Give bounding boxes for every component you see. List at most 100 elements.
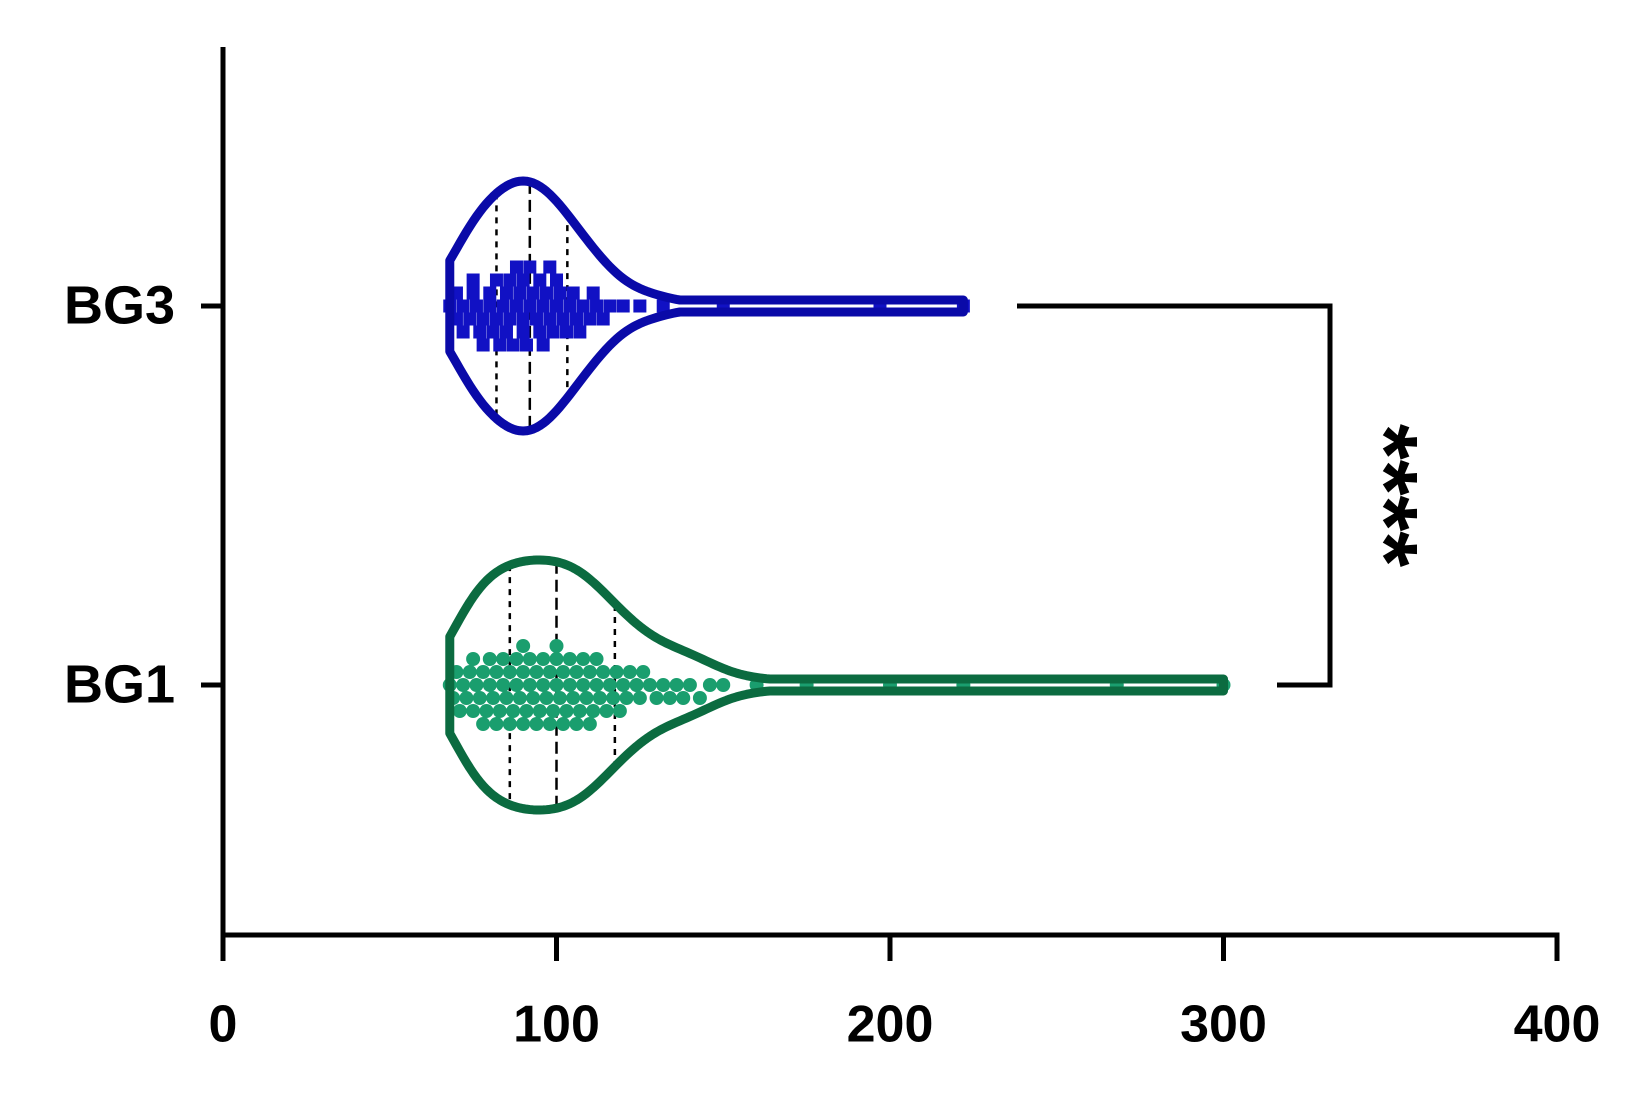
data-point	[516, 312, 530, 326]
data-point	[466, 273, 480, 287]
data-point	[656, 678, 671, 692]
data-point	[489, 312, 503, 326]
data-point	[692, 691, 707, 705]
data-point	[496, 299, 510, 313]
data-point	[590, 299, 604, 313]
data-point	[539, 286, 553, 300]
data-point	[576, 299, 590, 313]
data-point	[523, 260, 537, 274]
data-point	[466, 652, 481, 666]
data-point	[529, 312, 543, 326]
data-point	[476, 665, 491, 679]
data-point	[522, 652, 537, 666]
data-point	[533, 325, 547, 339]
data-point	[542, 665, 557, 679]
data-point	[586, 704, 601, 718]
data-point	[509, 299, 523, 313]
data-point	[492, 704, 507, 718]
data-point	[606, 691, 621, 705]
data-point	[509, 678, 524, 692]
data-point	[533, 273, 547, 287]
data-point	[536, 652, 551, 666]
data-point	[516, 639, 531, 653]
data-point	[482, 652, 497, 666]
y-tick-label: BG3	[64, 275, 175, 335]
data-point	[496, 652, 511, 666]
data-point	[589, 678, 604, 692]
data-point	[536, 299, 550, 313]
data-point	[596, 665, 611, 679]
data-point	[489, 717, 504, 731]
data-point	[466, 704, 481, 718]
data-point	[516, 273, 530, 287]
data-point	[716, 678, 731, 692]
x-tick-label: 200	[847, 996, 934, 1054]
data-point	[506, 338, 520, 352]
data-point	[572, 704, 587, 718]
data-point	[632, 691, 647, 705]
data-point	[529, 665, 544, 679]
data-point	[483, 286, 497, 300]
data-point	[556, 717, 571, 731]
data-point	[612, 704, 627, 718]
data-point	[552, 691, 567, 705]
data-point	[550, 299, 563, 313]
data-point	[486, 691, 501, 705]
data-point	[536, 338, 550, 352]
data-point	[522, 678, 537, 692]
data-point	[559, 704, 574, 718]
data-point	[463, 312, 477, 326]
data-point	[616, 299, 630, 313]
data-point	[562, 678, 577, 692]
data-point	[543, 260, 557, 274]
data-point	[516, 325, 530, 339]
x-tick-label: 300	[1180, 996, 1267, 1054]
data-point	[519, 704, 534, 718]
violin-outline	[445, 555, 1228, 815]
data-point	[523, 299, 537, 313]
data-point	[556, 665, 571, 679]
data-point	[662, 691, 677, 705]
data-point	[586, 286, 600, 300]
data-point	[516, 717, 531, 731]
x-tick-label: 0	[209, 996, 238, 1054]
data-point	[546, 704, 561, 718]
x-tick-label: 100	[513, 996, 600, 1054]
data-point	[649, 691, 664, 705]
data-point	[633, 299, 647, 313]
data-point	[656, 299, 670, 313]
data-point	[603, 299, 617, 313]
data-point	[576, 652, 591, 666]
data-point	[532, 704, 547, 718]
data-point	[599, 704, 614, 718]
data-point	[526, 286, 540, 300]
data-point	[566, 691, 581, 705]
data-point	[456, 325, 470, 339]
data-point	[486, 325, 500, 339]
data-point	[676, 691, 691, 705]
data-point	[456, 299, 470, 313]
data-point	[519, 338, 533, 352]
data-point	[452, 704, 467, 718]
data-point	[563, 299, 577, 313]
data-point	[549, 639, 564, 653]
data-point	[549, 678, 564, 692]
y-tick-label: BG1	[64, 654, 175, 714]
data-point	[506, 704, 521, 718]
data-point	[479, 704, 494, 718]
significance-label: ****	[1334, 424, 1436, 567]
data-point	[459, 691, 474, 705]
data-point	[502, 717, 517, 731]
data-point	[669, 678, 684, 692]
data-point	[526, 691, 541, 705]
data-point	[476, 338, 490, 352]
data-point	[503, 312, 517, 326]
data-point	[589, 652, 604, 666]
data-point	[553, 286, 567, 300]
data-point	[546, 325, 560, 339]
data-point	[493, 338, 507, 352]
data-point	[642, 678, 657, 692]
data-point	[499, 286, 513, 300]
data-point	[543, 312, 557, 326]
